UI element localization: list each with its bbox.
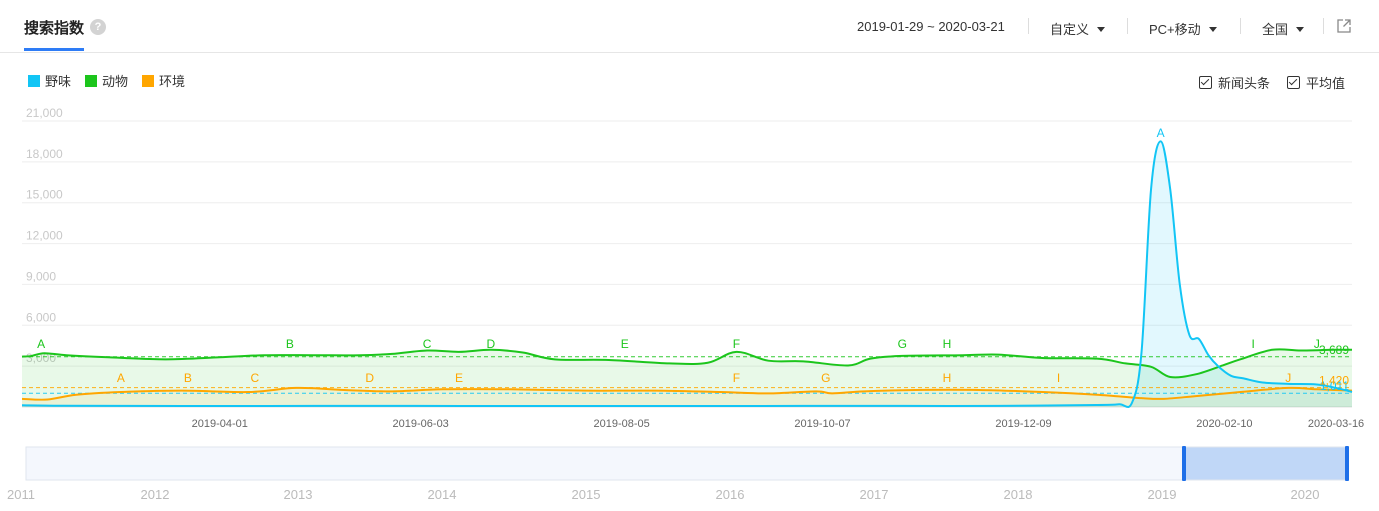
news-marker: A xyxy=(1157,126,1165,140)
legend-item-yewei[interactable]: 野味 xyxy=(28,71,71,90)
news-marker: C xyxy=(250,371,259,385)
y-tick-label: 6,000 xyxy=(26,310,56,324)
news-marker: J xyxy=(1314,337,1320,351)
legend-label: 野味 xyxy=(45,74,72,89)
divider xyxy=(1240,18,1241,34)
navigator-year-label: 2017 xyxy=(860,487,889,502)
navigator-selection xyxy=(1183,446,1349,481)
average-label: 1,011 xyxy=(1320,379,1349,393)
news-marker: F xyxy=(733,337,740,351)
device-select-label: PC+移动 xyxy=(1149,22,1201,37)
news-marker: D xyxy=(365,371,374,385)
average-label: 1,420 xyxy=(1319,374,1349,388)
news-marker: J xyxy=(1285,371,1291,385)
news-marker: F xyxy=(733,371,740,385)
divider xyxy=(1323,18,1324,34)
series-line xyxy=(21,348,1353,379)
news-marker: B xyxy=(184,371,192,385)
x-tick-label: 2019-08-05 xyxy=(593,418,649,430)
news-marker: E xyxy=(455,371,463,385)
average-label: 3,689 xyxy=(1319,343,1349,357)
page-title: 搜索指数 xyxy=(24,20,85,37)
news-headline-toggle[interactable]: 新闻头条 xyxy=(1199,73,1270,92)
news-checkbox[interactable] xyxy=(1199,76,1212,89)
chart-legend: 野味 动物 环境 xyxy=(28,71,185,90)
divider xyxy=(1028,18,1029,34)
news-marker: D xyxy=(487,337,496,351)
news-checkbox-label: 新闻头条 xyxy=(1218,76,1271,91)
news-marker: I xyxy=(1057,371,1060,385)
average-toggle[interactable]: 平均值 xyxy=(1287,73,1345,92)
date-range-picker[interactable]: 2019-01-29 ~ 2020-03-21 xyxy=(857,19,1005,34)
news-marker: H xyxy=(943,371,952,385)
x-tick-label: 2020-02-10 xyxy=(1196,418,1252,430)
news-marker: H xyxy=(943,337,952,351)
chevron-down-icon xyxy=(1097,27,1106,33)
chevron-down-icon xyxy=(1296,27,1305,33)
navigator-year-label: 2019 xyxy=(1148,487,1177,502)
navigator-year-label: 2014 xyxy=(428,487,457,502)
header-bar: 搜索指数 ? 2019-01-29 ~ 2020-03-21 自定义 PC+移动… xyxy=(0,0,1379,53)
news-marker: B xyxy=(286,337,294,351)
news-marker: G xyxy=(821,371,830,385)
news-marker: C xyxy=(423,337,432,351)
series-area xyxy=(22,387,1352,407)
legend-swatch xyxy=(142,74,155,87)
region-select[interactable]: 全国 xyxy=(1262,19,1305,38)
average-checkbox-label: 平均值 xyxy=(1306,76,1346,91)
navigator-year-label: 2018 xyxy=(1004,487,1033,502)
average-checkbox[interactable] xyxy=(1287,76,1300,89)
x-tick-label: 2019-10-07 xyxy=(794,418,850,430)
y-tick-label: 18,000 xyxy=(26,147,63,161)
navigator-year-label: 2012 xyxy=(141,487,170,502)
navigator-year-label: 2013 xyxy=(284,487,313,502)
y-tick-label: 9,000 xyxy=(26,269,56,283)
series-area xyxy=(22,141,1352,408)
news-marker: A xyxy=(37,337,45,351)
legend-label: 环境 xyxy=(159,74,186,89)
chevron-down-icon xyxy=(1208,27,1217,33)
y-tick-label: 12,000 xyxy=(26,229,63,243)
news-marker: E xyxy=(621,337,629,351)
y-tick-label: 21,000 xyxy=(26,106,63,120)
legend-swatch xyxy=(28,74,40,87)
legend-item-dongwu[interactable]: 动物 xyxy=(85,71,128,90)
x-tick-label: 2019-12-09 xyxy=(995,418,1051,430)
region-select-label: 全国 xyxy=(1262,22,1289,37)
x-tick-label: 2019-06-03 xyxy=(393,418,449,430)
navigator-year-label: 2015 xyxy=(572,487,601,502)
series-line xyxy=(21,140,1353,409)
legend-swatch xyxy=(85,74,98,87)
navigator-year-label: 2016 xyxy=(716,487,745,502)
navigator-year-label: 2020 xyxy=(1291,487,1320,502)
title-tab-indicator xyxy=(24,48,84,51)
y-tick-label: 3,000 xyxy=(26,351,56,365)
navigator-track xyxy=(25,446,1349,481)
series-line xyxy=(21,386,1353,401)
news-marker: G xyxy=(898,337,907,351)
series-area xyxy=(22,349,1352,407)
navigator-handle-right xyxy=(1345,446,1349,481)
news-marker: A xyxy=(117,371,125,385)
navigator-year-label: 2011 xyxy=(7,487,35,502)
x-tick-label: 2019-04-01 xyxy=(192,418,248,430)
help-icon[interactable]: ? xyxy=(90,19,106,35)
period-select[interactable]: 自定义 xyxy=(1050,19,1106,38)
export-icon[interactable] xyxy=(1336,18,1352,34)
divider xyxy=(1127,18,1128,34)
period-select-label: 自定义 xyxy=(1050,22,1090,37)
navigator-handle-left xyxy=(1182,446,1186,481)
x-tick-label: 2020-03-16 xyxy=(1308,418,1364,430)
news-marker: I xyxy=(1251,337,1254,351)
device-select[interactable]: PC+移动 xyxy=(1149,19,1217,38)
legend-item-huanjing[interactable]: 环境 xyxy=(142,71,185,90)
legend-label: 动物 xyxy=(102,74,129,89)
y-tick-label: 15,000 xyxy=(26,188,63,202)
